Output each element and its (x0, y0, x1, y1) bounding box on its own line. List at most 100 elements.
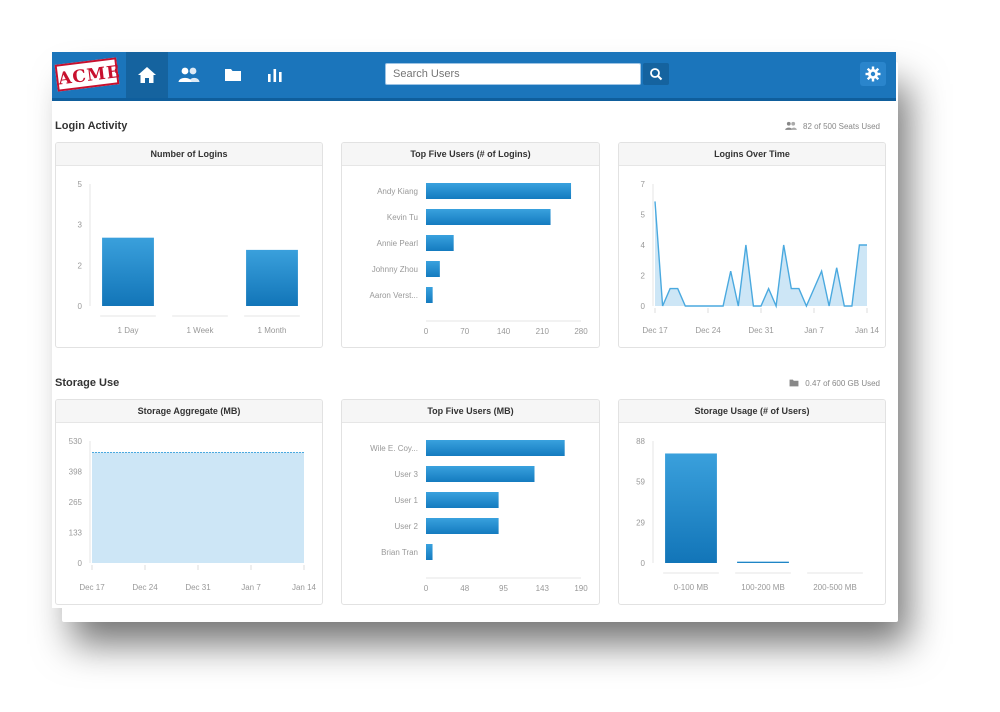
bar-kevin-tu (426, 209, 551, 225)
x-tick-label: 140 (497, 327, 511, 336)
category-label: Kevin Tu (387, 213, 418, 222)
storage-used-text: 0.47 of 600 GB Used (805, 378, 880, 388)
seats-used-indicator: 82 of 500 Seats Used (784, 121, 880, 131)
category-label: Aaron Verst... (370, 291, 418, 300)
y-tick-label: 0 (78, 302, 83, 311)
search-button[interactable] (643, 63, 669, 85)
y-tick-label: 398 (69, 468, 83, 477)
search-users-input[interactable] (385, 63, 641, 85)
seats-used-text: 82 of 500 Seats Used (803, 121, 880, 131)
y-tick-label: 2 (78, 261, 83, 270)
panel-title: Top Five Users (MB) (342, 400, 599, 423)
x-tick-label: 1 Day (118, 326, 139, 335)
bar-aaron-verst- (426, 287, 433, 303)
bar-user-2 (426, 518, 499, 534)
storage-aggregate-chart: 0 133 265 398 530 Dec 17 Dec 24 Dec 31 Jan 7 Jan … (69, 437, 317, 592)
x-tick-label: 190 (574, 584, 588, 593)
x-tick-label: Jan 7 (241, 583, 261, 592)
x-tick-label: 48 (460, 584, 469, 593)
folder-icon (225, 69, 241, 81)
nav-users-button[interactable] (168, 52, 210, 98)
bar-100-200-mb (737, 561, 789, 563)
y-tick-label: 3 (78, 221, 83, 230)
panel-title: Storage Usage (# of Users) (619, 400, 885, 423)
y-tick-label: 29 (636, 518, 645, 527)
top-navigation-bar: ACME (52, 52, 896, 101)
x-tick-label: Dec 17 (79, 583, 105, 592)
category-label: User 3 (394, 470, 418, 479)
gear-icon (865, 66, 881, 82)
x-tick-label: Dec 24 (695, 326, 721, 335)
x-tick-label: 210 (536, 327, 550, 336)
storage-usage-chart: 0 29 59 88 0-100 MB 100-200 MB 200-500 MB (636, 437, 863, 592)
logins-over-time-chart: 0 2 4 5 7 Dec 17 Dec 24 Dec 31 Jan 7 Jan 14 (641, 180, 880, 335)
users-icon (785, 121, 797, 130)
panel-title: Number of Logins (56, 143, 322, 166)
area-fill (655, 201, 867, 306)
bar-user-1 (426, 492, 499, 508)
x-tick-label: 95 (499, 584, 508, 593)
bar-user-3 (426, 466, 535, 482)
x-tick-label: Dec 31 (748, 326, 774, 335)
category-label: Brian Tran (381, 548, 418, 557)
bar-andy-kiang (426, 183, 572, 199)
x-tick-label: 0 (424, 584, 429, 593)
storage-used-indicator: 0.47 of 600 GB Used (788, 378, 880, 388)
category-label: Annie Pearl (377, 239, 419, 248)
top-five-storage-panel: Top Five Users (MB) 0 48 95 143 190 Wile E. C… (341, 399, 600, 605)
y-tick-label: 5 (78, 180, 83, 189)
y-tick-label: 0 (641, 559, 646, 568)
bar-johnny-zhou (426, 261, 440, 277)
bar-0-100-mb (665, 453, 717, 563)
y-tick-label: 0 (641, 302, 646, 311)
panel-title: Logins Over Time (619, 143, 885, 166)
x-tick-label: 0-100 MB (674, 583, 709, 592)
category-label: User 1 (394, 496, 418, 505)
category-label: User 2 (394, 522, 418, 531)
storage-use-heading: Storage Use (55, 377, 120, 389)
series-line (654, 201, 867, 309)
bar-chart-icon (268, 69, 282, 82)
category-label: Wile E. Coy... (370, 444, 418, 453)
search-icon (650, 68, 663, 81)
y-tick-label: 5 (641, 211, 646, 220)
y-tick-label: 7 (641, 180, 646, 189)
login-activity-heading: Login Activity (55, 120, 128, 132)
x-tick-label: Dec 31 (185, 583, 211, 592)
top-five-logins-panel: Top Five Users (# of Logins) 0 70 140 210 28… (341, 142, 600, 348)
y-tick-label: 4 (641, 241, 646, 250)
home-icon (138, 67, 156, 83)
number-of-logins-panel: Number of Logins 0 2 3 5 1 Day 1 Week 1 Month (55, 142, 323, 348)
category-label: Andy Kiang (377, 187, 418, 196)
settings-button[interactable] (860, 62, 886, 86)
bar-wile-e-coy- (426, 440, 565, 456)
panel-title: Top Five Users (# of Logins) (342, 143, 599, 166)
y-tick-label: 530 (69, 437, 83, 446)
x-tick-label: 70 (460, 327, 469, 336)
top-five-storage-chart: 0 48 95 143 190 Wile E. Coy... User 3 User 1 Use… (370, 440, 588, 593)
users-icon (178, 67, 200, 82)
bar-1-day (102, 237, 154, 306)
category-label: Johnny Zhou (372, 265, 418, 274)
y-tick-label: 59 (636, 478, 645, 487)
x-tick-label: 1 Month (258, 326, 287, 335)
y-tick-label: 88 (636, 437, 645, 446)
dashboard-window: ACME (52, 52, 896, 608)
panel-title: Storage Aggregate (MB) (56, 400, 322, 423)
y-tick-label: 0 (78, 559, 83, 568)
storage-usage-panel: Storage Usage (# of Users) 0 29 59 88 0-100 … (618, 399, 886, 605)
top-five-logins-chart: 0 70 140 210 280 Andy Kiang Kevin Tu Annie Pear… (370, 183, 588, 336)
y-tick-label: 265 (69, 498, 83, 507)
x-tick-label: Jan 7 (804, 326, 824, 335)
x-tick-label: 0 (424, 327, 429, 336)
x-tick-label: Dec 17 (642, 326, 668, 335)
nav-home-button[interactable] (126, 52, 168, 98)
acme-logo: ACME (54, 57, 122, 92)
nav-files-button[interactable] (212, 52, 254, 98)
area-fill (92, 452, 304, 563)
nav-reports-button[interactable] (254, 52, 296, 98)
x-tick-label: 1 Week (187, 326, 215, 335)
logins-over-time-panel: Logins Over Time 0 2 4 5 7 Dec 17 Dec 24 Dec 31… (618, 142, 886, 348)
x-tick-label: Dec 24 (132, 583, 158, 592)
x-tick-label: 200-500 MB (813, 583, 857, 592)
